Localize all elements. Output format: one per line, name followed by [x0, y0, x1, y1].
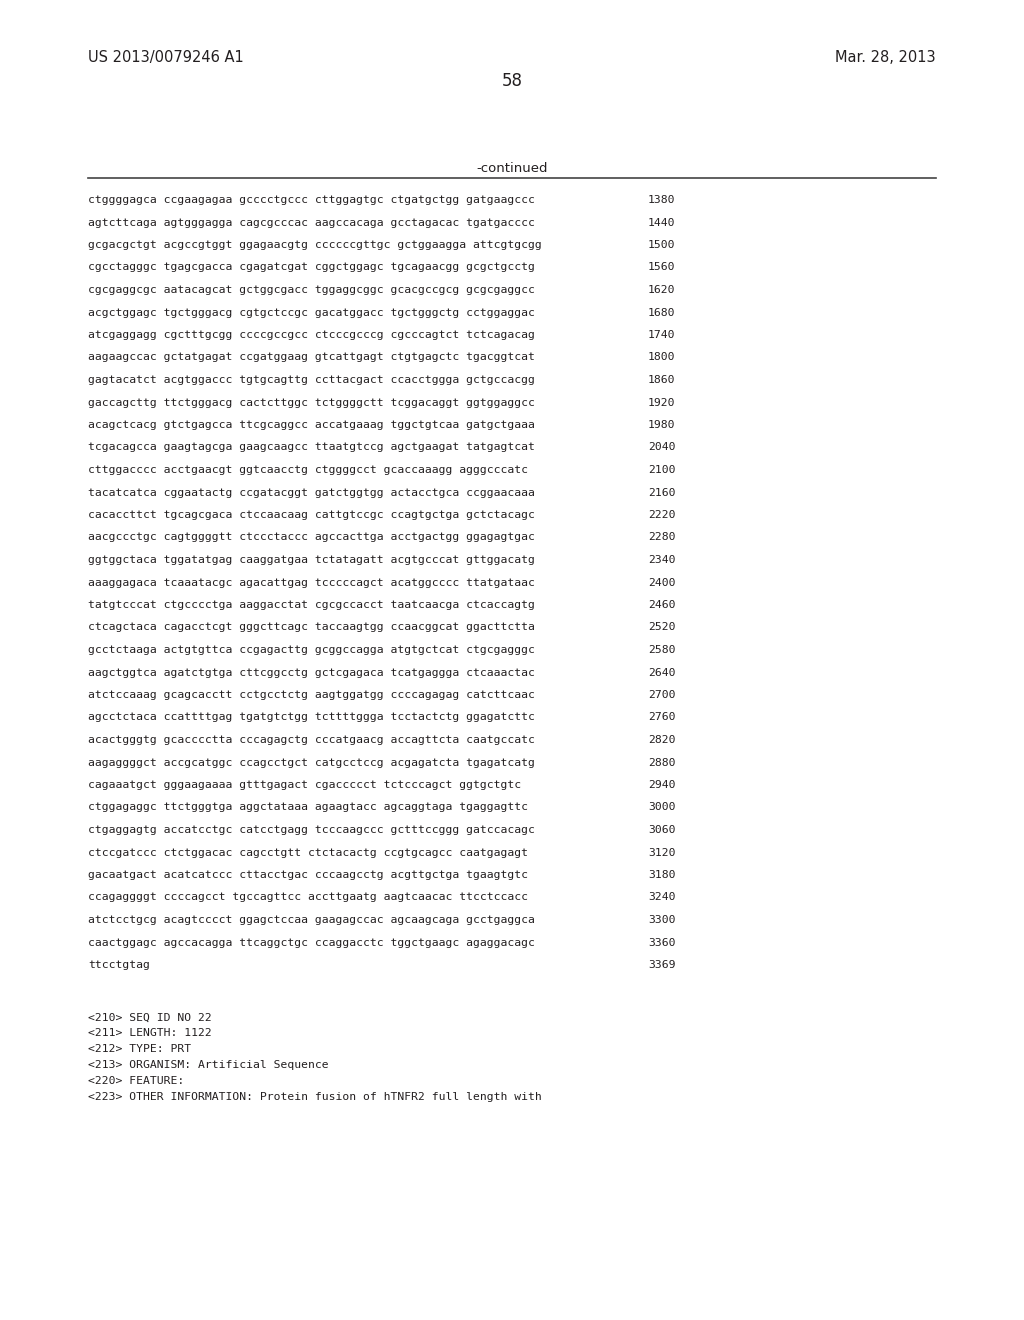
Text: 1980: 1980 [648, 420, 676, 430]
Text: cttggacccc acctgaacgt ggtcaacctg ctggggcct gcaccaaagg agggcccatc: cttggacccc acctgaacgt ggtcaacctg ctggggc… [88, 465, 528, 475]
Text: gcgacgctgt acgccgtggt ggagaacgtg ccccccgttgc gctggaagga attcgtgcgg: gcgacgctgt acgccgtggt ggagaacgtg ccccccg… [88, 240, 542, 249]
Text: 3369: 3369 [648, 960, 676, 970]
Text: 3360: 3360 [648, 937, 676, 948]
Text: <220> FEATURE:: <220> FEATURE: [88, 1077, 184, 1086]
Text: 2760: 2760 [648, 713, 676, 722]
Text: ctggggagca ccgaagagaa gcccctgccc cttggagtgc ctgatgctgg gatgaagccc: ctggggagca ccgaagagaa gcccctgccc cttggag… [88, 195, 535, 205]
Text: 2340: 2340 [648, 554, 676, 565]
Text: gagtacatct acgtggaccc tgtgcagttg ccttacgact ccacctggga gctgccacgg: gagtacatct acgtggaccc tgtgcagttg ccttacg… [88, 375, 535, 385]
Text: <213> ORGANISM: Artificial Sequence: <213> ORGANISM: Artificial Sequence [88, 1060, 329, 1071]
Text: gcctctaaga actgtgttca ccgagacttg gcggccagga atgtgctcat ctgcgagggc: gcctctaaga actgtgttca ccgagacttg gcggcca… [88, 645, 535, 655]
Text: 1620: 1620 [648, 285, 676, 294]
Text: aaaggagaca tcaaatacgc agacattgag tcccccagct acatggcccc ttatgataac: aaaggagaca tcaaatacgc agacattgag tccccca… [88, 578, 535, 587]
Text: 58: 58 [502, 73, 522, 90]
Text: US 2013/0079246 A1: US 2013/0079246 A1 [88, 50, 244, 65]
Text: 2640: 2640 [648, 668, 676, 677]
Text: tatgtcccat ctgcccctga aaggacctat cgcgccacct taatcaacga ctcaccagtg: tatgtcccat ctgcccctga aaggacctat cgcgcca… [88, 601, 535, 610]
Text: atctcctgcg acagtcccct ggagctccaa gaagagccac agcaagcaga gcctgaggca: atctcctgcg acagtcccct ggagctccaa gaagagc… [88, 915, 535, 925]
Text: 2520: 2520 [648, 623, 676, 632]
Text: tacatcatca cggaatactg ccgatacggt gatctggtgg actacctgca ccggaacaaa: tacatcatca cggaatactg ccgatacggt gatctgg… [88, 487, 535, 498]
Text: acagctcacg gtctgagcca ttcgcaggcc accatgaaag tggctgtcaa gatgctgaaa: acagctcacg gtctgagcca ttcgcaggcc accatga… [88, 420, 535, 430]
Text: tcgacagcca gaagtagcga gaagcaagcc ttaatgtccg agctgaagat tatgagtcat: tcgacagcca gaagtagcga gaagcaagcc ttaatgt… [88, 442, 535, 453]
Text: 3000: 3000 [648, 803, 676, 813]
Text: acactgggtg gcacccctta cccagagctg cccatgaacg accagttcta caatgccatc: acactgggtg gcacccctta cccagagctg cccatga… [88, 735, 535, 744]
Text: 2040: 2040 [648, 442, 676, 453]
Text: agcctctaca ccattttgag tgatgtctgg tcttttggga tcctactctg ggagatcttc: agcctctaca ccattttgag tgatgtctgg tcttttg… [88, 713, 535, 722]
Text: ctccgatccc ctctggacac cagcctgtt ctctacactg ccgtgcagcc caatgagagt: ctccgatccc ctctggacac cagcctgtt ctctacac… [88, 847, 528, 858]
Text: 3300: 3300 [648, 915, 676, 925]
Text: agtcttcaga agtgggagga cagcgcccac aagccacaga gcctagacac tgatgacccc: agtcttcaga agtgggagga cagcgcccac aagccac… [88, 218, 535, 227]
Text: cagaaatgct gggaagaaaa gtttgagact cgaccccct tctcccagct ggtgctgtc: cagaaatgct gggaagaaaa gtttgagact cgacccc… [88, 780, 521, 789]
Text: cgcgaggcgc aatacagcat gctggcgacc tggaggcggc gcacgccgcg gcgcgaggcc: cgcgaggcgc aatacagcat gctggcgacc tggaggc… [88, 285, 535, 294]
Text: aagaggggct accgcatggc ccagcctgct catgcctccg acgagatcta tgagatcatg: aagaggggct accgcatggc ccagcctgct catgcct… [88, 758, 535, 767]
Text: 2940: 2940 [648, 780, 676, 789]
Text: gacaatgact acatcatccc cttacctgac cccaagcctg acgttgctga tgaagtgtc: gacaatgact acatcatccc cttacctgac cccaagc… [88, 870, 528, 880]
Text: caactggagc agccacagga ttcaggctgc ccaggacctc tggctgaagc agaggacagc: caactggagc agccacagga ttcaggctgc ccaggac… [88, 937, 535, 948]
Text: cacaccttct tgcagcgaca ctccaacaag cattgtccgc ccagtgctga gctctacagc: cacaccttct tgcagcgaca ctccaacaag cattgtc… [88, 510, 535, 520]
Text: 2400: 2400 [648, 578, 676, 587]
Text: gaccagcttg ttctgggacg cactcttggc tctggggctt tcggacaggt ggtggaggcc: gaccagcttg ttctgggacg cactcttggc tctgggg… [88, 397, 535, 408]
Text: 3120: 3120 [648, 847, 676, 858]
Text: acgctggagc tgctgggacg cgtgctccgc gacatggacc tgctgggctg cctggaggac: acgctggagc tgctgggacg cgtgctccgc gacatgg… [88, 308, 535, 318]
Text: <210> SEQ ID NO 22: <210> SEQ ID NO 22 [88, 1012, 212, 1023]
Text: -continued: -continued [476, 162, 548, 176]
Text: 2880: 2880 [648, 758, 676, 767]
Text: atcgaggagg cgctttgcgg ccccgccgcc ctcccgcccg cgcccagtct tctcagacag: atcgaggagg cgctttgcgg ccccgccgcc ctcccgc… [88, 330, 535, 341]
Text: 2460: 2460 [648, 601, 676, 610]
Text: <211> LENGTH: 1122: <211> LENGTH: 1122 [88, 1028, 212, 1039]
Text: cgcctagggc tgagcgacca cgagatcgat cggctggagc tgcagaacgg gcgctgcctg: cgcctagggc tgagcgacca cgagatcgat cggctgg… [88, 263, 535, 272]
Text: <212> TYPE: PRT: <212> TYPE: PRT [88, 1044, 191, 1055]
Text: 1560: 1560 [648, 263, 676, 272]
Text: ggtggctaca tggatatgag caaggatgaa tctatagatt acgtgcccat gttggacatg: ggtggctaca tggatatgag caaggatgaa tctatag… [88, 554, 535, 565]
Text: 1680: 1680 [648, 308, 676, 318]
Text: 3240: 3240 [648, 892, 676, 903]
Text: 3180: 3180 [648, 870, 676, 880]
Text: <223> OTHER INFORMATION: Protein fusion of hTNFR2 full length with: <223> OTHER INFORMATION: Protein fusion … [88, 1093, 542, 1102]
Text: 1740: 1740 [648, 330, 676, 341]
Text: 2100: 2100 [648, 465, 676, 475]
Text: 2700: 2700 [648, 690, 676, 700]
Text: ctcagctaca cagacctcgt gggcttcagc taccaagtgg ccaacggcat ggacttctta: ctcagctaca cagacctcgt gggcttcagc taccaag… [88, 623, 535, 632]
Text: 2280: 2280 [648, 532, 676, 543]
Text: 1860: 1860 [648, 375, 676, 385]
Text: 2160: 2160 [648, 487, 676, 498]
Text: Mar. 28, 2013: Mar. 28, 2013 [836, 50, 936, 65]
Text: ccagaggggt ccccagcct tgccagttcc accttgaatg aagtcaacac ttcctccacc: ccagaggggt ccccagcct tgccagttcc accttgaa… [88, 892, 528, 903]
Text: 2580: 2580 [648, 645, 676, 655]
Text: ctgaggagtg accatcctgc catcctgagg tcccaagccc gctttccggg gatccacagc: ctgaggagtg accatcctgc catcctgagg tcccaag… [88, 825, 535, 836]
Text: 2820: 2820 [648, 735, 676, 744]
Text: 3060: 3060 [648, 825, 676, 836]
Text: aagaagccac gctatgagat ccgatggaag gtcattgagt ctgtgagctc tgacggtcat: aagaagccac gctatgagat ccgatggaag gtcattg… [88, 352, 535, 363]
Text: atctccaaag gcagcacctt cctgcctctg aagtggatgg ccccagagag catcttcaac: atctccaaag gcagcacctt cctgcctctg aagtgga… [88, 690, 535, 700]
Text: aagctggtca agatctgtga cttcggcctg gctcgagaca tcatgaggga ctcaaactac: aagctggtca agatctgtga cttcggcctg gctcgag… [88, 668, 535, 677]
Text: 1380: 1380 [648, 195, 676, 205]
Text: aacgccctgc cagtggggtt ctccctaccc agccacttga acctgactgg ggagagtgac: aacgccctgc cagtggggtt ctccctaccc agccact… [88, 532, 535, 543]
Text: 1800: 1800 [648, 352, 676, 363]
Text: ttcctgtag: ttcctgtag [88, 960, 150, 970]
Text: 1920: 1920 [648, 397, 676, 408]
Text: 1500: 1500 [648, 240, 676, 249]
Text: 2220: 2220 [648, 510, 676, 520]
Text: ctggagaggc ttctgggtga aggctataaa agaagtacc agcaggtaga tgaggagttc: ctggagaggc ttctgggtga aggctataaa agaagta… [88, 803, 528, 813]
Text: 1440: 1440 [648, 218, 676, 227]
